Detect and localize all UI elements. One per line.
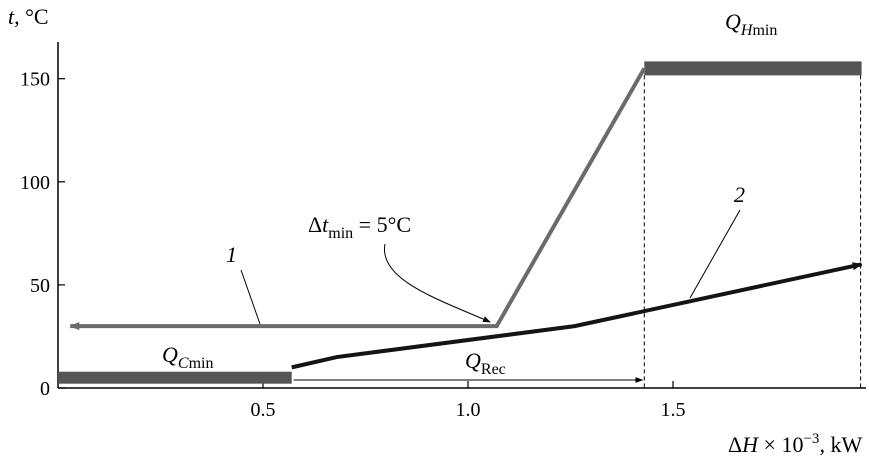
- dt-min-annotation: Δtmin = 5°C: [308, 212, 411, 242]
- q-cmin-bar: [58, 371, 292, 384]
- series-2-leader: [689, 209, 741, 299]
- y-ticks: 0 50 100 150: [20, 69, 65, 400]
- series-2-cold-curve: [291, 262, 863, 370]
- y-tick-label: 150: [20, 69, 50, 91]
- series-1-hot-curve: [69, 67, 647, 331]
- series-1-leader: [240, 269, 261, 325]
- y-axis-label: t, °C: [8, 4, 49, 29]
- y-tick-label: 50: [30, 275, 50, 297]
- series-2-label: 2: [734, 182, 745, 207]
- q-hmin-bar: [644, 61, 862, 76]
- q-rec-label: QRec: [465, 348, 506, 378]
- x-ticks: 0.5 1.0 1.5: [251, 381, 686, 421]
- y-tick-label: 0: [40, 378, 50, 400]
- x-tick-label: 1.5: [661, 399, 686, 421]
- x-axis-label: ΔH × 10−3, kW: [728, 431, 862, 457]
- x-tick-label: 0.5: [251, 399, 276, 421]
- y-tick-label: 100: [20, 172, 50, 194]
- x-tick-label: 1.0: [456, 399, 481, 421]
- q-cmin-label: QCmin: [162, 342, 213, 372]
- q-hmin-label: QHmin: [725, 9, 777, 39]
- series-1-label: 1: [226, 242, 237, 267]
- dt-min-pointer: [384, 243, 491, 323]
